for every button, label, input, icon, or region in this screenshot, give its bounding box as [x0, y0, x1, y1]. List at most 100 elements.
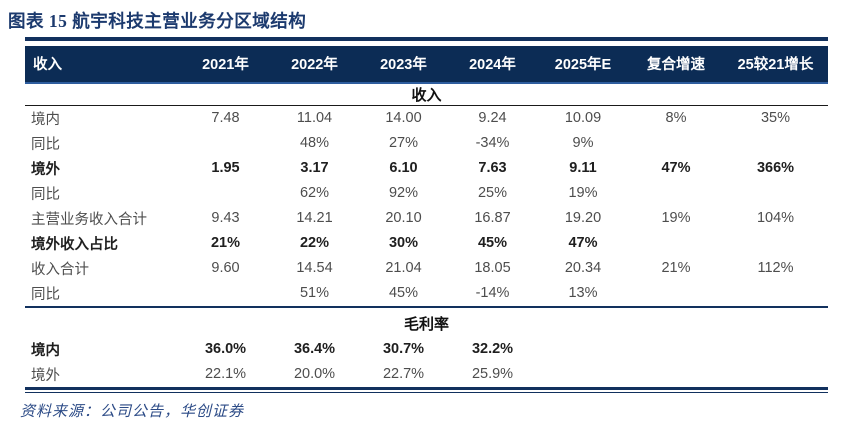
section-title: 毛利率	[25, 305, 828, 337]
value-cell: 10.09	[564, 110, 602, 126]
title-underline-rule	[25, 37, 828, 41]
value-cell: 51%	[299, 285, 330, 301]
value-cell: 9.24	[478, 110, 507, 126]
value-cell	[181, 281, 270, 307]
value-cell: 11.04	[296, 110, 333, 126]
column-header-cagr: 复合增速	[629, 45, 723, 84]
value-cell: 3.17	[300, 160, 329, 176]
value-cell: 14.54	[296, 260, 333, 276]
value-cell: 20.34	[564, 260, 602, 276]
value-cell: 45%	[388, 285, 419, 301]
value-cell: 25%	[477, 185, 508, 201]
value-cell: 62%	[299, 185, 330, 201]
value-cell	[629, 131, 723, 156]
row-label: 同比	[31, 286, 60, 303]
value-cell	[723, 231, 828, 256]
table-row: 同比 48% 27% -34% 9%	[25, 131, 828, 156]
value-cell: 9.60	[211, 260, 240, 276]
value-cell: 7.63	[478, 160, 507, 176]
table-body: 收入境内 7.48 11.04 14.00 9.24 10.09 8% 35% 同比 48% 27%…	[25, 82, 828, 387]
value-cell: 20.10	[385, 210, 422, 226]
table-row: 收入合计 9.60 14.54 21.04 18.05 20.34 21% 112%	[25, 256, 828, 281]
value-cell: 18.05	[474, 260, 511, 276]
source-note: 资料来源：公司公告，华创证券	[20, 403, 245, 420]
value-cell	[629, 362, 723, 387]
column-header-revenue: 收入	[25, 45, 181, 84]
value-cell: 9.11	[569, 160, 597, 176]
row-label: 境内	[31, 111, 60, 128]
value-cell: 13%	[568, 285, 598, 301]
row-label: 境内	[31, 342, 60, 359]
value-cell: 9.43	[211, 210, 240, 226]
section-header-row: 收入	[25, 82, 828, 106]
section-header-row: 毛利率	[25, 305, 828, 337]
value-cell: 20.0%	[293, 366, 336, 382]
value-cell: 47%	[661, 160, 691, 176]
row-label: 同比	[31, 186, 60, 203]
value-cell: 35%	[760, 110, 791, 126]
value-cell	[629, 281, 723, 307]
value-cell: 21.04	[385, 260, 422, 276]
value-cell	[723, 281, 828, 307]
table-row: 境内 7.48 11.04 14.00 9.24 10.09 8% 35%	[25, 105, 828, 131]
value-cell: 14.21	[296, 210, 333, 226]
column-header-2025e: 2025年E	[537, 45, 629, 84]
table-row: 境外 22.1% 20.0% 22.7% 25.9%	[25, 362, 828, 387]
value-cell: 32.2%	[471, 341, 514, 357]
value-cell: 366%	[756, 160, 795, 176]
row-label: 境外	[31, 161, 60, 178]
value-cell: 36.0%	[204, 341, 247, 357]
table-row: 境内 36.0% 36.4% 30.7% 32.2%	[25, 337, 828, 362]
value-cell: 19%	[568, 185, 598, 201]
value-cell: 21%	[210, 235, 241, 251]
value-cell: 92%	[388, 185, 419, 201]
value-cell: 25.9%	[471, 366, 514, 382]
business-structure-table: 收入 2021年 2022年 2023年 2024年 2025年E 复合增速 2…	[25, 45, 828, 387]
value-cell: 30.7%	[382, 341, 425, 357]
value-cell	[629, 181, 723, 206]
table-row: 境外 1.95 3.17 6.10 7.63 9.11 47% 366%	[25, 156, 828, 181]
row-label: 境外收入占比	[31, 236, 118, 253]
column-header-2022: 2022年	[270, 45, 359, 84]
table-header-row: 收入 2021年 2022年 2023年 2024年 2025年E 复合增速 2…	[25, 45, 828, 84]
value-cell: 47%	[568, 235, 598, 251]
column-header-2021: 2021年	[181, 45, 270, 84]
value-cell	[723, 181, 828, 206]
value-cell: 19%	[661, 210, 691, 226]
row-label: 同比	[31, 136, 60, 153]
table-row: 同比 62% 92% 25% 19%	[25, 181, 828, 206]
value-cell: 14.00	[385, 110, 422, 126]
value-cell: 45%	[477, 235, 508, 251]
value-cell: -14%	[475, 285, 510, 301]
column-header-2023: 2023年	[359, 45, 448, 84]
value-cell: 22%	[299, 235, 330, 251]
row-label: 收入合计	[31, 261, 89, 278]
value-cell	[629, 337, 723, 362]
table-row: 境外收入占比 21% 22% 30% 45% 47%	[25, 231, 828, 256]
section-title: 收入	[25, 82, 828, 106]
value-cell	[723, 131, 828, 156]
row-label: 主营业务收入合计	[31, 211, 147, 228]
value-cell	[181, 181, 270, 206]
column-header-growth-25-vs-21: 25较21增长	[723, 45, 828, 84]
value-cell	[181, 131, 270, 156]
value-cell: 22.7%	[382, 366, 425, 382]
value-cell: 19.20	[564, 210, 602, 226]
figure-title: 图表 15 航宇科技主营业务分区域结构	[8, 11, 307, 31]
value-cell	[537, 362, 629, 387]
table-row: 主营业务收入合计 9.43 14.21 20.10 16.87 19.20 19% 104%	[25, 206, 828, 231]
value-cell: 48%	[299, 135, 330, 151]
bottom-double-rule	[25, 386, 828, 393]
value-cell: 7.48	[211, 110, 240, 126]
value-cell: 9%	[572, 135, 594, 151]
value-cell: 112%	[757, 260, 794, 276]
value-cell: 27%	[388, 135, 419, 151]
value-cell: 104%	[756, 210, 795, 226]
value-cell	[537, 337, 629, 362]
value-cell: 36.4%	[293, 341, 336, 357]
value-cell: -34%	[475, 135, 510, 151]
row-label: 境外	[31, 367, 60, 384]
table-row: 同比 51% 45% -14% 13%	[25, 281, 828, 307]
value-cell: 8%	[665, 110, 687, 126]
value-cell	[723, 337, 828, 362]
